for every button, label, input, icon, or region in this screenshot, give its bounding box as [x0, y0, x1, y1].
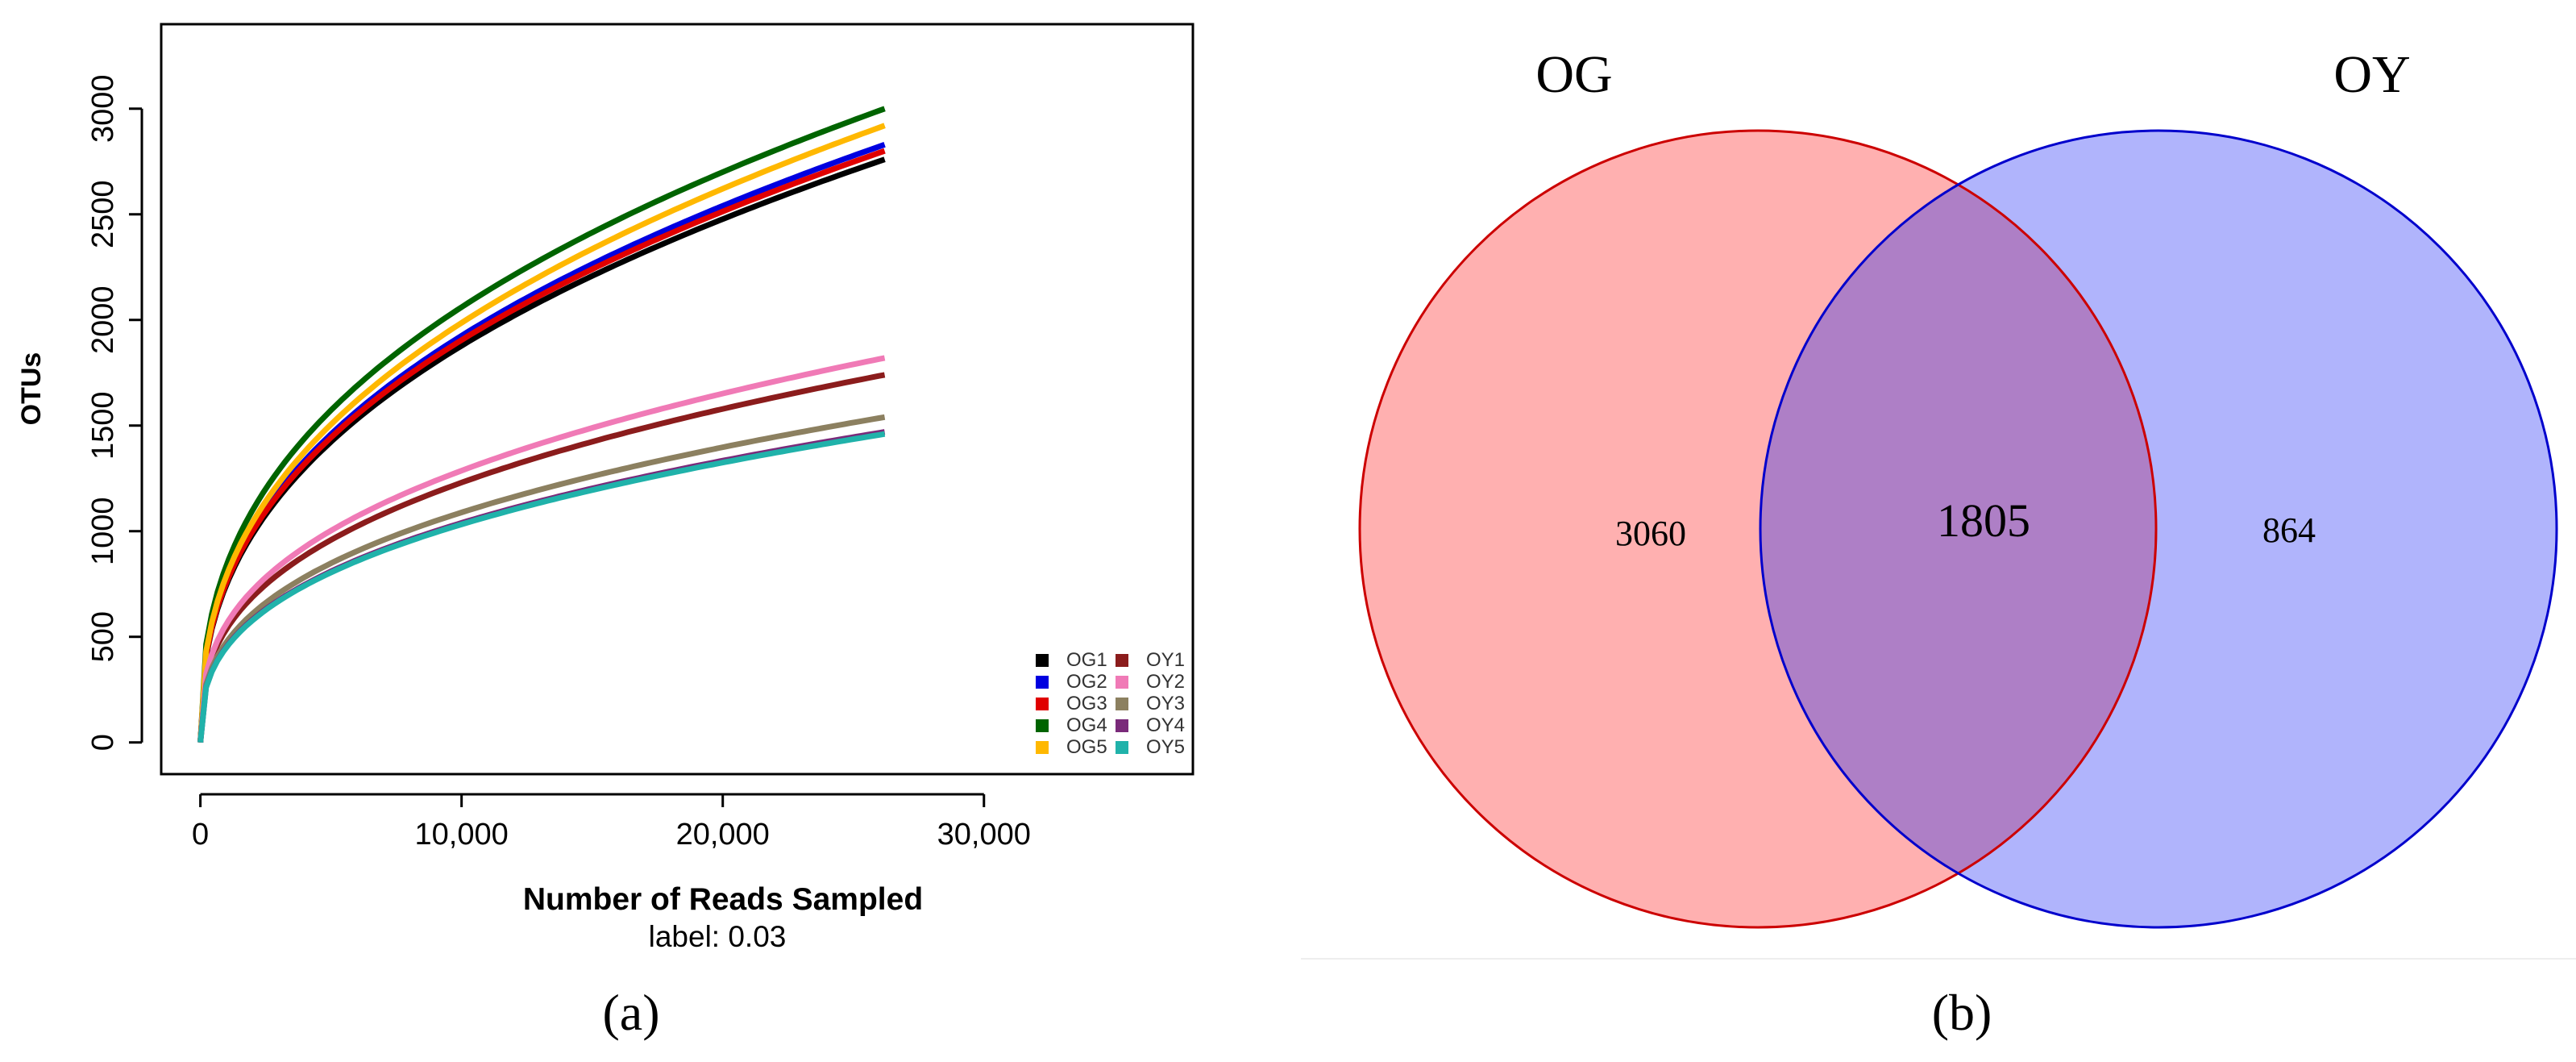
legend-swatch-oy4 — [1116, 719, 1128, 732]
legend-label-og1: OG1 — [1066, 649, 1107, 671]
x-tick-label: 0 — [192, 818, 209, 852]
curve-oy5 — [197, 431, 886, 743]
plot-frame — [160, 23, 1195, 776]
legend-swatch-og1 — [1036, 654, 1049, 667]
y-tick-label: 1000 — [86, 497, 120, 565]
x-tick-label: 10,000 — [415, 818, 509, 852]
legend-label-oy3: OY3 — [1146, 693, 1185, 714]
legend-swatch-og3 — [1036, 698, 1049, 710]
y-tick-label: 1500 — [86, 391, 120, 460]
rarefaction-chart: 0 500 1000 1500 2000 2500 3000 0 10,000 20,000 30… — [16, 23, 1195, 1041]
legend-label-oy5: OY5 — [1146, 736, 1185, 758]
y-tick-label: 2000 — [86, 285, 120, 354]
curves — [197, 106, 886, 743]
legend-swatch-og4 — [1036, 719, 1049, 732]
y-tick-label: 3000 — [86, 75, 120, 144]
venn-count-oy-only: 864 — [2262, 510, 2316, 550]
curve-oy3 — [197, 414, 886, 743]
legend-label-og3: OG3 — [1066, 693, 1107, 714]
y-tick-label: 500 — [86, 611, 120, 662]
legend-swatch-og5 — [1036, 741, 1049, 754]
x-axis-label: Number of Reads Sampled — [523, 882, 923, 917]
legend-label-og2: OG2 — [1066, 671, 1107, 693]
legend-swatch-oy3 — [1116, 698, 1128, 710]
y-tick-label: 2500 — [86, 181, 120, 249]
y-axis-label: OTUs — [16, 352, 47, 426]
legend-label-og5: OG5 — [1066, 736, 1107, 758]
legend-label-oy2: OY2 — [1146, 671, 1185, 693]
curve-oy2 — [197, 355, 886, 743]
x-axis: 0 10,000 20,000 30,000 — [192, 793, 1031, 852]
legend-swatch-oy5 — [1116, 741, 1128, 754]
panel-label-a: (a) — [602, 984, 659, 1041]
venn-circle-og-outline — [1358, 129, 2158, 929]
x-tick-label: 20,000 — [676, 818, 770, 852]
venn-count-intersection: 1805 — [1937, 494, 2030, 547]
x-axis-sublabel: label: 0.03 — [649, 920, 787, 953]
curve-og1 — [197, 156, 886, 743]
venn-intersection — [1760, 131, 2156, 927]
curve-og3 — [197, 148, 886, 743]
curve-og4 — [197, 106, 886, 743]
venn-circle-oy-outline — [1759, 129, 2558, 929]
venn-set-label-og: OG — [1535, 45, 1612, 104]
curve-oy1 — [197, 372, 886, 743]
venn-diagram: OG OY 3060 1805 864 (b) — [1358, 45, 2558, 1041]
panel-label-b: (b) — [1932, 984, 1992, 1041]
legend-label-oy4: OY4 — [1146, 714, 1185, 736]
legend-swatch-og2 — [1036, 676, 1049, 689]
legend-swatch-oy2 — [1116, 676, 1128, 689]
legend-swatch-oy1 — [1116, 654, 1128, 667]
legend-label-og4: OG4 — [1066, 714, 1107, 736]
x-tick-label: 30,000 — [937, 818, 1031, 852]
y-tick-label: 0 — [86, 734, 120, 751]
curve-og5 — [197, 123, 886, 743]
y-axis: 0 500 1000 1500 2000 2500 3000 — [86, 75, 143, 751]
venn-count-og-only: 3060 — [1615, 514, 1686, 553]
venn-set-label-oy: OY — [2333, 45, 2410, 104]
legend-label-oy1: OY1 — [1146, 649, 1185, 671]
